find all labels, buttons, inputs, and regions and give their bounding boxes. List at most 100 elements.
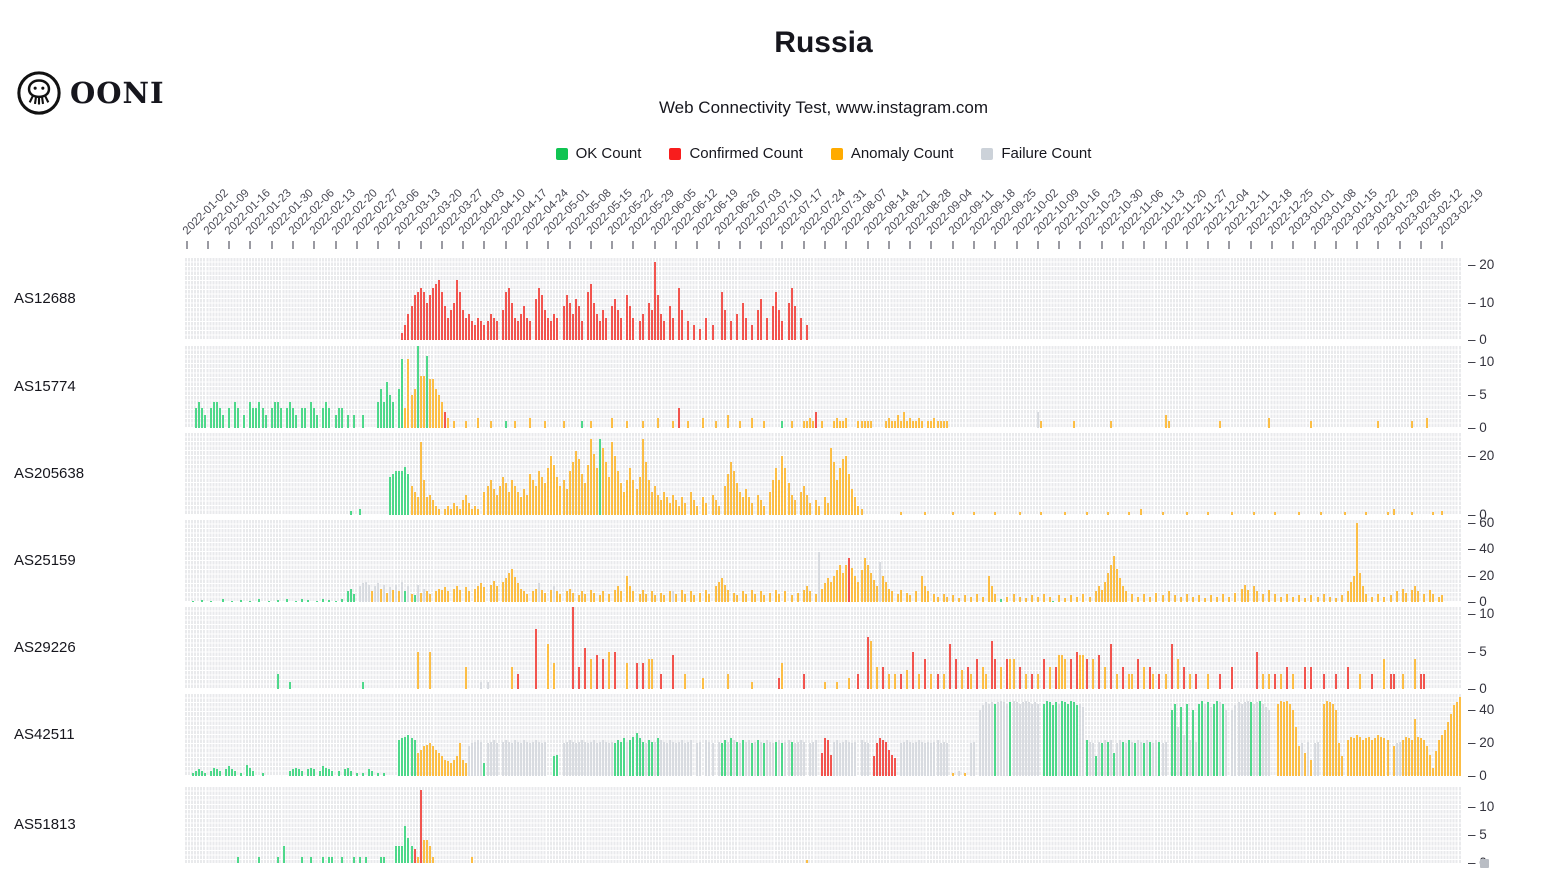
bar[interactable] [705, 317, 708, 340]
bar[interactable] [1210, 595, 1213, 602]
bar[interactable] [1094, 756, 1097, 776]
bar[interactable] [538, 287, 541, 340]
bar[interactable] [398, 471, 401, 515]
bar[interactable] [842, 421, 845, 428]
bar[interactable] [1112, 555, 1115, 602]
bar[interactable] [526, 317, 529, 340]
bar[interactable] [471, 743, 474, 776]
bar[interactable] [1219, 702, 1222, 776]
bar[interactable] [480, 681, 483, 689]
bar[interactable] [404, 466, 407, 515]
bar[interactable] [893, 421, 896, 428]
bar[interactable] [1231, 512, 1234, 515]
bar[interactable] [453, 588, 456, 602]
bar[interactable] [447, 506, 449, 515]
bar[interactable] [1340, 595, 1343, 602]
bar[interactable] [985, 702, 988, 776]
bar[interactable] [963, 595, 966, 602]
bar[interactable] [465, 494, 468, 515]
bar[interactable] [772, 306, 775, 340]
bar[interactable] [462, 500, 465, 515]
bar[interactable] [1076, 651, 1079, 689]
bar[interactable] [419, 375, 422, 428]
bar[interactable] [696, 743, 699, 776]
bar[interactable] [410, 594, 413, 602]
bar[interactable] [532, 591, 535, 602]
bar[interactable] [1064, 512, 1067, 515]
bar[interactable] [751, 418, 754, 428]
bar[interactable] [1185, 594, 1188, 602]
bar[interactable] [979, 710, 982, 776]
bar[interactable] [599, 741, 602, 776]
bar[interactable] [240, 600, 243, 602]
bar[interactable] [428, 378, 431, 428]
bar[interactable] [842, 572, 845, 602]
bar[interactable] [294, 600, 297, 602]
bar[interactable] [699, 328, 702, 340]
bar[interactable] [410, 395, 413, 428]
bar[interactable] [380, 588, 383, 602]
bar[interactable] [748, 497, 750, 515]
bar[interactable] [1012, 659, 1015, 689]
bar[interactable] [437, 753, 440, 776]
bar[interactable] [1304, 598, 1307, 602]
bar[interactable] [1413, 659, 1416, 689]
bar[interactable] [595, 313, 598, 340]
bar[interactable] [1389, 595, 1392, 602]
bar[interactable] [1024, 674, 1027, 689]
bar[interactable] [1255, 702, 1258, 776]
bar[interactable] [516, 491, 519, 515]
bar[interactable] [650, 659, 653, 689]
bar[interactable] [738, 421, 741, 428]
bar[interactable] [1231, 666, 1234, 689]
bar[interactable] [896, 594, 899, 602]
bar[interactable] [982, 666, 985, 689]
bar[interactable] [641, 313, 644, 340]
bar[interactable] [641, 741, 644, 776]
bar[interactable] [632, 479, 635, 515]
bar[interactable] [1137, 596, 1140, 602]
bar[interactable] [1030, 595, 1033, 602]
bar[interactable] [741, 739, 744, 776]
bar[interactable] [602, 310, 605, 340]
bar[interactable] [1088, 741, 1091, 776]
bar[interactable] [647, 739, 650, 776]
bar[interactable] [778, 479, 781, 515]
bar[interactable] [790, 421, 793, 428]
bar[interactable] [489, 584, 492, 602]
bar[interactable] [814, 500, 817, 515]
bar[interactable] [574, 450, 577, 515]
bar[interactable] [863, 741, 866, 776]
bar[interactable] [1301, 743, 1304, 776]
bar[interactable] [1049, 596, 1051, 602]
bar[interactable] [1346, 666, 1349, 689]
bar[interactable] [744, 488, 747, 515]
bar[interactable] [808, 591, 811, 602]
bar[interactable] [671, 591, 674, 602]
bar[interactable] [1100, 590, 1103, 602]
bar[interactable] [608, 594, 611, 602]
bar[interactable] [641, 438, 644, 515]
bar[interactable] [1261, 674, 1264, 689]
bar[interactable] [824, 497, 827, 515]
bar[interactable] [638, 321, 641, 340]
bar[interactable] [510, 479, 513, 515]
bar[interactable] [918, 739, 921, 776]
bar[interactable] [714, 421, 717, 428]
bar[interactable] [1118, 578, 1121, 602]
bar[interactable] [404, 325, 407, 340]
bar[interactable] [538, 583, 541, 602]
bar[interactable] [510, 666, 513, 689]
bar[interactable] [936, 674, 939, 689]
bar[interactable] [443, 509, 446, 515]
bar[interactable] [285, 408, 288, 428]
bar[interactable] [1088, 596, 1091, 602]
bar[interactable] [973, 512, 975, 515]
bar[interactable] [407, 313, 410, 340]
bar[interactable] [346, 414, 349, 428]
bar[interactable] [781, 421, 784, 428]
bar[interactable] [1152, 743, 1155, 776]
bar[interactable] [492, 488, 495, 515]
bar[interactable] [833, 741, 836, 776]
bar[interactable] [577, 306, 580, 340]
